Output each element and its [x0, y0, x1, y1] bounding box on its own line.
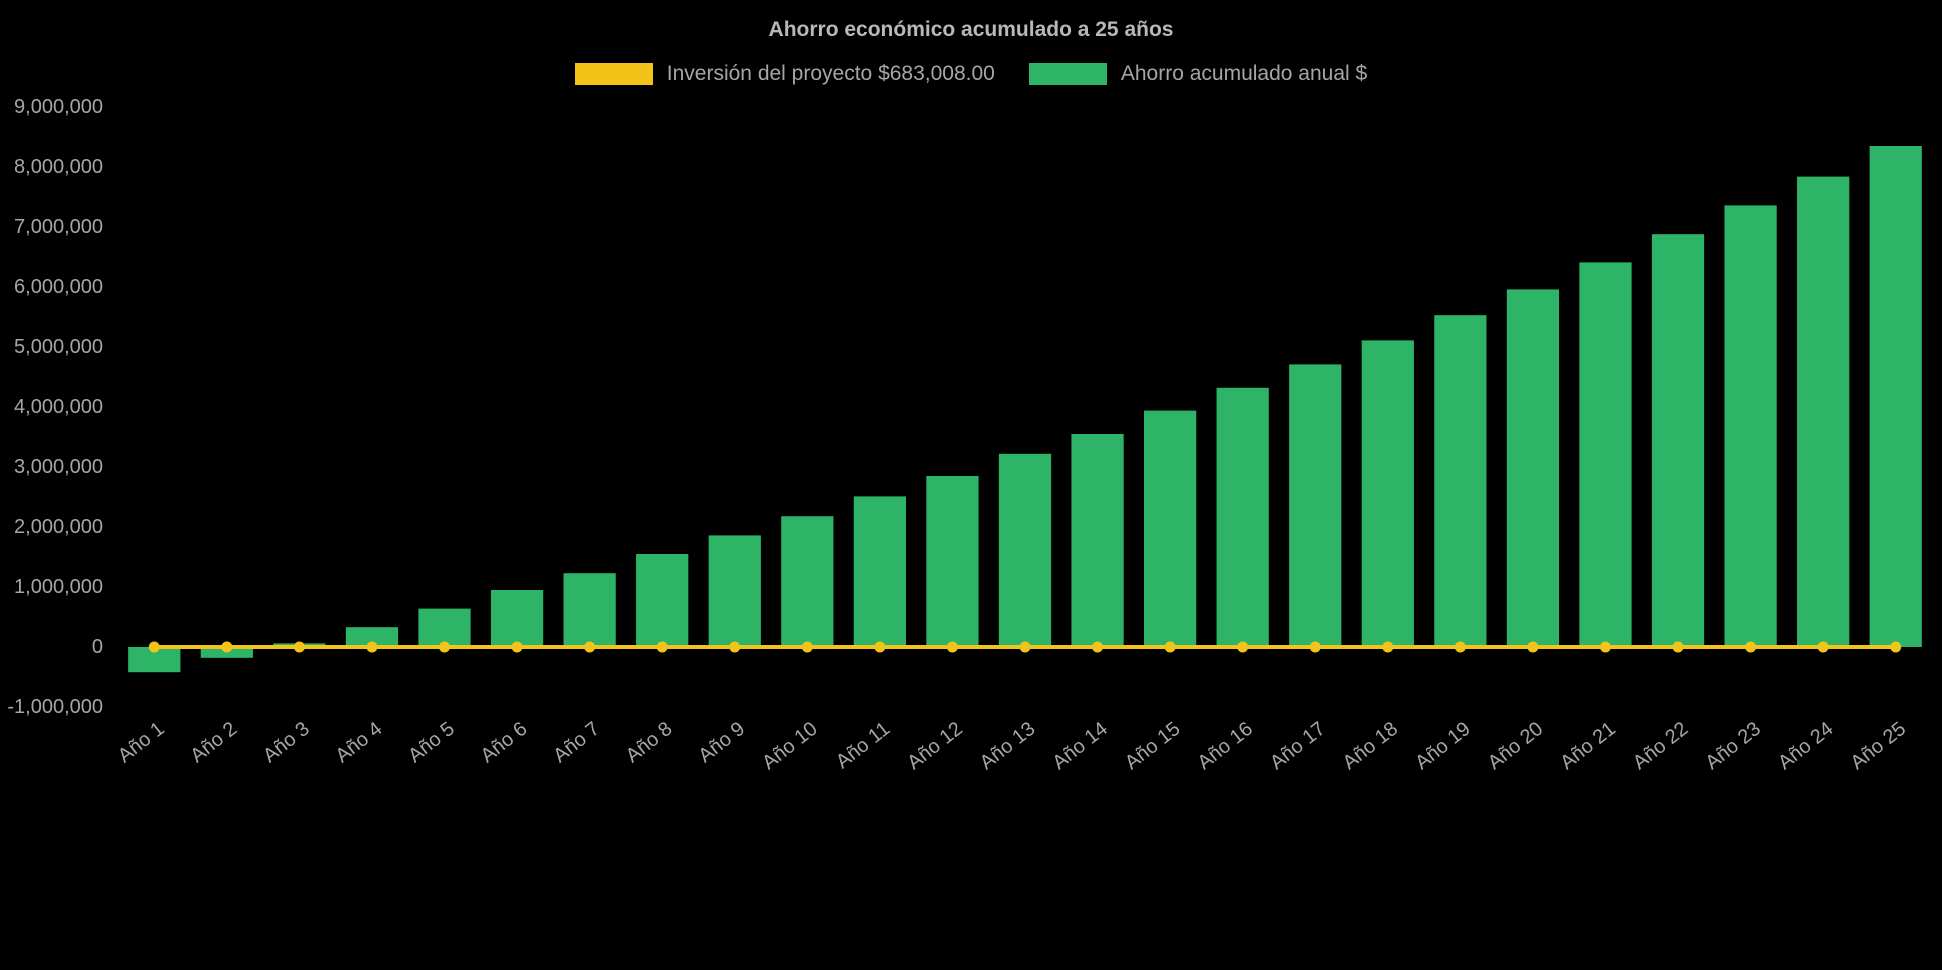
x-tick-label: Año 18 [1339, 718, 1402, 774]
y-tick-label: 9,000,000 [14, 96, 103, 118]
investment-point[interactable] [1454, 641, 1466, 653]
x-tick-label: Año 3 [259, 718, 314, 768]
savings-bar[interactable] [1071, 434, 1124, 647]
chart-legend: Inversión del proyecto $683,008.00 Ahorr… [0, 62, 1942, 86]
investment-point[interactable] [439, 641, 451, 653]
investment-point[interactable] [1019, 641, 1031, 653]
x-tick-label: Año 2 [186, 718, 241, 768]
savings-bar[interactable] [1579, 262, 1632, 647]
investment-point[interactable] [1745, 641, 1757, 653]
y-tick-label: 5,000,000 [14, 336, 103, 358]
investment-point[interactable] [511, 641, 523, 653]
investment-point[interactable] [729, 641, 741, 653]
x-tick-label: Año 4 [332, 718, 387, 768]
savings-bar[interactable] [1651, 234, 1705, 647]
investment-point[interactable] [293, 641, 305, 653]
investment-point[interactable] [1164, 641, 1176, 653]
x-tick-label: Año 24 [1774, 718, 1837, 774]
investment-point[interactable] [148, 641, 160, 653]
x-tick-label: Año 9 [694, 718, 749, 768]
x-tick-label: Año 11 [832, 718, 894, 773]
x-tick-label: Año 17 [1266, 718, 1329, 774]
investment-point[interactable] [1672, 641, 1684, 653]
x-tick-label: Año 7 [549, 718, 604, 768]
investment-point[interactable] [801, 641, 813, 653]
investment-swatch [574, 63, 653, 85]
x-tick-label: Año 8 [622, 718, 677, 768]
investment-point[interactable] [1599, 641, 1611, 653]
savings-bar[interactable] [853, 496, 907, 647]
investment-point[interactable] [221, 641, 233, 653]
savings-bar[interactable] [1869, 146, 1922, 647]
x-tick-label: Año 6 [477, 718, 532, 768]
savings-bar[interactable] [998, 453, 1052, 647]
investment-point[interactable] [366, 641, 378, 653]
savings-bar[interactable] [490, 590, 544, 647]
legend-item-investment[interactable]: Inversión del proyecto $683,008.00 [574, 62, 995, 86]
y-tick-label: 8,000,000 [14, 156, 103, 178]
y-tick-label: 7,000,000 [14, 216, 103, 238]
x-tick-label: Año 21 [1556, 718, 1619, 774]
investment-point[interactable] [946, 641, 958, 653]
savings-bar[interactable] [708, 535, 761, 647]
savings-bar[interactable] [1216, 387, 1269, 647]
investment-point[interactable] [1817, 641, 1829, 653]
x-tick-label: Año 16 [1194, 718, 1257, 774]
investment-point[interactable] [1382, 641, 1394, 653]
y-tick-label: 1,000,000 [14, 576, 103, 598]
savings-bar[interactable] [418, 608, 471, 647]
savings-bar[interactable] [1143, 410, 1197, 647]
savings-bar[interactable] [563, 573, 616, 647]
savings-bar[interactable] [1434, 315, 1487, 647]
x-tick-label: Año 19 [1411, 718, 1474, 774]
investment-point[interactable] [1309, 641, 1321, 653]
savings-bar[interactable] [1361, 340, 1414, 647]
investment-point[interactable] [1527, 641, 1539, 653]
x-tick-label: Año 5 [404, 718, 459, 768]
savings-bar[interactable] [926, 476, 979, 647]
y-tick-label: 4,000,000 [14, 396, 103, 418]
x-tick-label: Año 22 [1629, 718, 1692, 774]
x-tick-label: Año 1 [114, 718, 169, 768]
x-tick-label: Año 25 [1847, 718, 1910, 774]
investment-point[interactable] [656, 641, 668, 653]
x-tick-label: Año 14 [1048, 718, 1111, 774]
investment-point[interactable] [1890, 641, 1902, 653]
x-tick-label: Año 10 [758, 718, 821, 774]
x-tick-label: Año 12 [903, 718, 966, 774]
savings-bar[interactable] [636, 554, 689, 647]
x-tick-label: Año 23 [1701, 718, 1764, 774]
y-tick-label: 3,000,000 [14, 456, 103, 478]
legend-item-savings[interactable]: Ahorro acumulado anual $ [1028, 62, 1368, 86]
savings-bar[interactable] [781, 516, 834, 647]
x-tick-label: Año 15 [1121, 718, 1184, 774]
savings-swatch [1028, 63, 1107, 85]
y-tick-label: 0 [92, 636, 103, 658]
y-tick-label: -1,000,000 [7, 696, 103, 718]
legend-label-investment: Inversión del proyecto $683,008.00 [666, 62, 995, 85]
investment-point[interactable] [584, 641, 596, 653]
investment-point[interactable] [874, 641, 886, 653]
investment-point[interactable] [1092, 641, 1104, 653]
y-tick-label: 6,000,000 [14, 276, 103, 298]
x-tick-label: Año 20 [1484, 718, 1547, 774]
savings-bar[interactable] [1724, 205, 1777, 647]
savings-bar[interactable] [1506, 289, 1560, 647]
savings-bar[interactable] [345, 627, 399, 647]
legend-label-savings: Ahorro acumulado anual $ [1120, 62, 1368, 85]
investment-point[interactable] [1237, 641, 1249, 653]
savings-bar[interactable] [1797, 176, 1850, 647]
y-tick-label: 2,000,000 [14, 516, 103, 538]
savings-bar[interactable] [1289, 364, 1342, 647]
x-tick-label: Año 13 [976, 718, 1039, 774]
